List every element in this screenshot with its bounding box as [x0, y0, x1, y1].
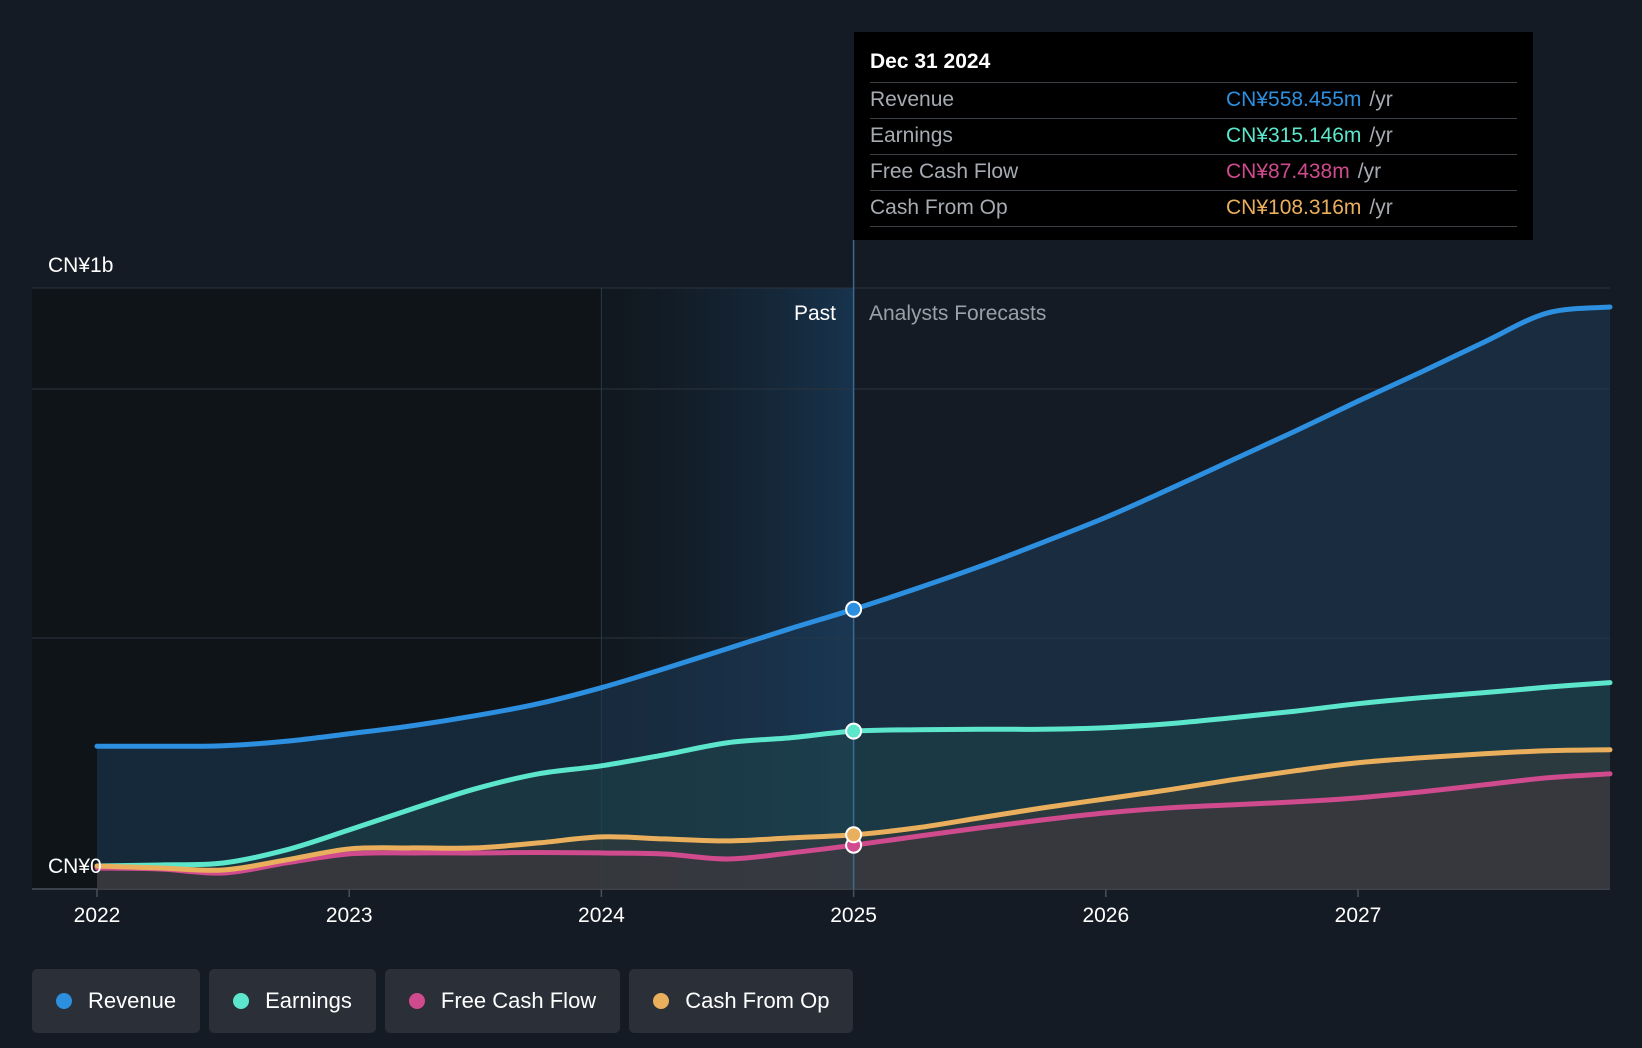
- chart-legend: Revenue Earnings Free Cash Flow Cash Fro…: [32, 969, 854, 1033]
- tooltip-label: Earnings: [870, 124, 953, 147]
- x-tick-label: 2024: [578, 904, 625, 927]
- tooltip-unit: /yr: [1357, 160, 1382, 183]
- legend-label: Free Cash Flow: [440, 988, 597, 1013]
- hover-tooltip: Dec 31 2024 Revenue CN¥558.455m /yr Earn…: [854, 32, 1533, 240]
- legend-dot-icon: [233, 993, 250, 1009]
- legend-item-cash-from-op[interactable]: Cash From Op: [629, 969, 854, 1033]
- legend-dot-icon: [408, 993, 425, 1009]
- x-tick-label: 2022: [74, 904, 121, 927]
- legend-dot-icon: [56, 993, 72, 1009]
- y-axis-top-label: CN¥1b: [48, 254, 113, 277]
- series-markers: [845, 600, 863, 854]
- legend-item-revenue[interactable]: Revenue: [32, 969, 201, 1033]
- marker-revenue[interactable]: [845, 600, 863, 618]
- tooltip-value: CN¥87.438m: [1226, 160, 1350, 183]
- tooltip-date: Dec 31 2024: [870, 50, 991, 73]
- y-axis-bottom-label: CN¥0: [48, 855, 102, 878]
- x-tick-label: 2027: [1335, 904, 1382, 927]
- tooltip-unit: /yr: [1369, 88, 1393, 111]
- tooltip-value: CN¥558.455m: [1226, 88, 1362, 111]
- tooltip-row-earnings: Earnings CN¥315.146m /yr: [870, 118, 1517, 154]
- x-tick-label: 2023: [326, 904, 373, 927]
- tooltip-unit: /yr: [1369, 124, 1393, 147]
- tooltip-label: Free Cash Flow: [870, 160, 1019, 183]
- past-label: Past: [794, 302, 836, 325]
- tooltip-row-free-cash-flow: Free Cash Flow CN¥87.438m /yr: [870, 154, 1517, 190]
- tooltip-value: CN¥315.146m: [1226, 124, 1362, 147]
- marker-cash-from-op[interactable]: [845, 826, 863, 844]
- tooltip-label: Cash From Op: [870, 196, 1008, 219]
- legend-label: Revenue: [88, 988, 177, 1013]
- legend-item-free-cash-flow[interactable]: Free Cash Flow: [384, 969, 621, 1033]
- legend-item-earnings[interactable]: Earnings: [209, 969, 376, 1033]
- legend-label: Cash From Op: [685, 988, 830, 1013]
- tooltip-label: Revenue: [870, 88, 955, 111]
- tooltip-value: CN¥108.316m: [1226, 196, 1362, 219]
- x-tick-label: 2026: [1082, 904, 1129, 927]
- legend-dot-icon: [653, 993, 670, 1009]
- series-area-revenue: [97, 307, 1610, 889]
- series-line-earnings[interactable]: [94, 680, 1613, 869]
- x-tick-label: 2025: [830, 904, 877, 927]
- series-line-revenue[interactable]: [94, 304, 1613, 749]
- forecast-label: Analysts Forecasts: [869, 302, 1046, 325]
- tooltip-row-cash-from-op: Cash From Op CN¥108.316m /yr: [870, 190, 1517, 227]
- tooltip-row-revenue: Revenue CN¥558.455m /yr: [870, 82, 1517, 118]
- legend-label: Earnings: [265, 988, 352, 1013]
- x-axis-ticks: 2022 2023 2024 2025 2026 2027: [74, 889, 1382, 927]
- series-area-free-cash-flow: [97, 773, 1610, 889]
- marker-earnings[interactable]: [845, 722, 863, 740]
- tooltip-unit: /yr: [1369, 196, 1393, 219]
